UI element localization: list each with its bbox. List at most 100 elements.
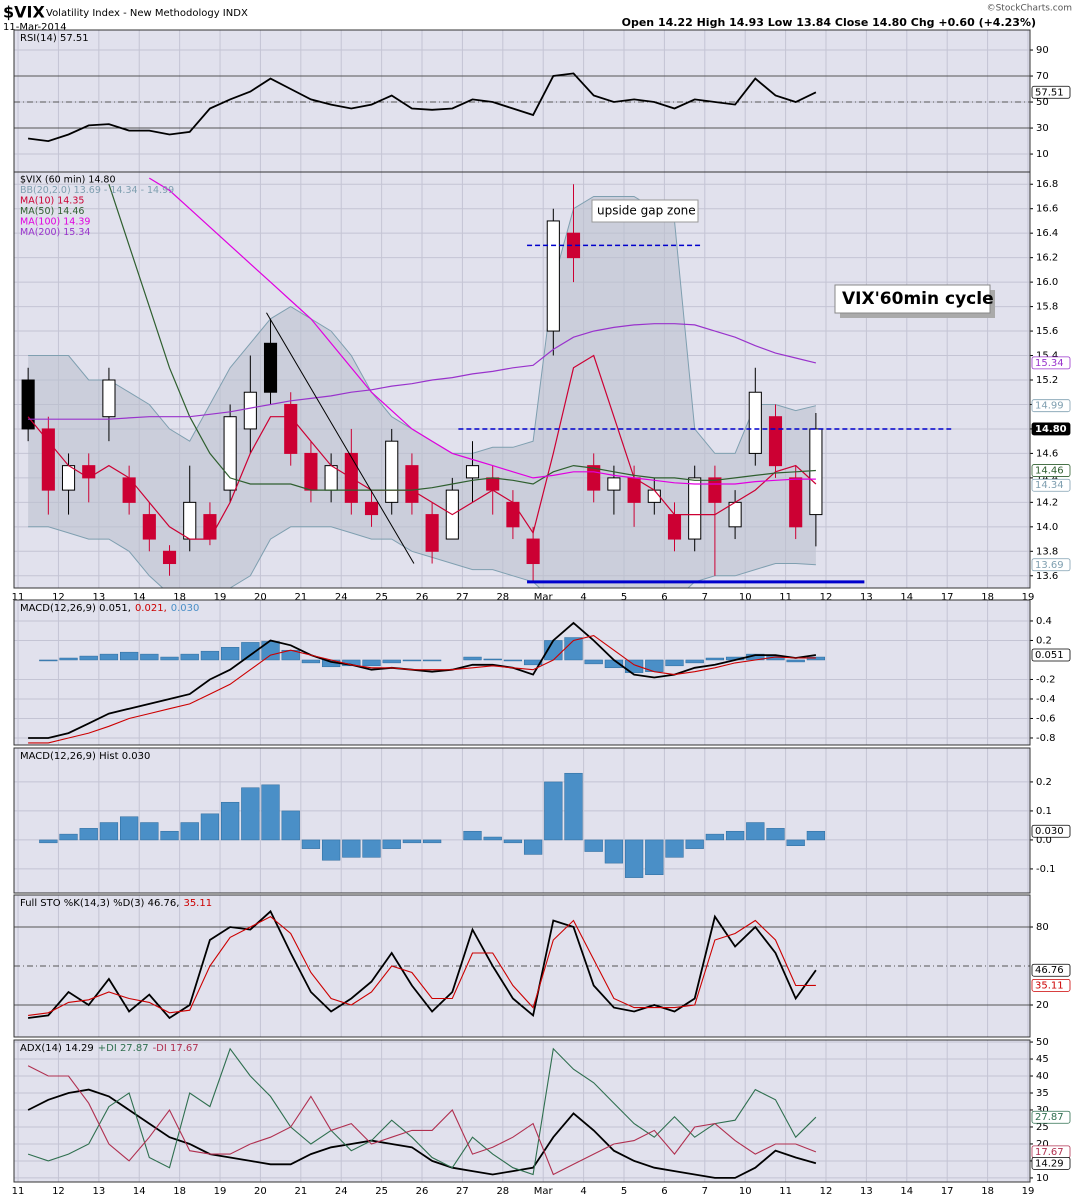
x-tick-label: 19 xyxy=(214,592,227,603)
value-label-box xyxy=(1031,978,1071,992)
series-line xyxy=(27,1047,817,1176)
candle-body xyxy=(61,465,76,491)
legend-entry: 35.11 xyxy=(183,898,212,909)
panel-background xyxy=(14,30,1030,172)
value-label: 35.11 xyxy=(1035,980,1064,991)
legend: MACD(12,26,9) Hist 0.030 xyxy=(20,751,150,762)
y-tick-label: 14.0 xyxy=(1036,522,1058,533)
x-tick-label: 13 xyxy=(92,592,105,603)
candle-body xyxy=(506,501,520,528)
histogram-bar xyxy=(806,830,826,841)
plot-area xyxy=(14,895,1030,1037)
value-label: 0.030 xyxy=(1035,826,1064,837)
value-label-box xyxy=(1031,648,1071,662)
panel-border xyxy=(13,171,1031,589)
x-tick-label: 18 xyxy=(173,592,186,603)
value-label-box xyxy=(1031,824,1071,838)
x-tick-label: Mar xyxy=(534,1186,554,1197)
x-tick-label: 17 xyxy=(941,1186,954,1197)
y-tick-label: 50 xyxy=(1036,97,1049,108)
y-tick-label: 15.2 xyxy=(1036,375,1058,386)
histogram-bar xyxy=(665,839,684,858)
x-tick-label: 11 xyxy=(779,592,792,603)
value-label-box xyxy=(1031,478,1071,492)
x-tick-label: 20 xyxy=(254,592,267,603)
symbol: $VIX xyxy=(3,3,45,22)
x-tick-label: 19 xyxy=(1022,1186,1035,1197)
y-tick-label: 14.6 xyxy=(1036,448,1058,459)
y-tick-label: 10 xyxy=(1036,149,1049,160)
histogram-bar xyxy=(79,655,98,661)
histogram-bar xyxy=(241,787,260,841)
value-label: 17.67 xyxy=(1035,1147,1064,1158)
value-label-box xyxy=(1031,356,1071,370)
x-tick-label: 25 xyxy=(375,592,388,603)
series-line xyxy=(27,909,817,1020)
y-tick-label: 13.8 xyxy=(1036,546,1058,557)
histogram-bar xyxy=(119,816,139,841)
legend: ADX(14) 14.29 +DI 27.87 -DI 17.67 xyxy=(20,1043,199,1054)
x-tick-label: 28 xyxy=(496,592,509,603)
histogram-bar xyxy=(180,653,199,661)
candle-body xyxy=(688,477,702,540)
panel-border xyxy=(13,894,1031,1038)
x-tick-label: 13 xyxy=(860,1186,873,1197)
x-tick-label: 21 xyxy=(294,592,307,603)
x-tick-label: Mar xyxy=(534,592,554,603)
y-tick-label: -0.8 xyxy=(1036,733,1056,744)
x-tick-label: 17 xyxy=(941,592,954,603)
series-line xyxy=(27,354,817,540)
value-label-box xyxy=(1031,963,1071,977)
candle-body xyxy=(102,379,116,418)
plot-area xyxy=(14,172,1030,588)
value-label: 14.99 xyxy=(1035,401,1064,412)
histogram-bar xyxy=(160,656,179,661)
annotation: upside gap zone xyxy=(597,204,696,218)
y-tick-label: 0.4 xyxy=(1036,616,1052,627)
histogram-bar xyxy=(463,830,482,841)
legend-entry: 0.021, xyxy=(135,603,167,614)
y-tick-label: 16.4 xyxy=(1036,228,1058,239)
x-tick-label: 4 xyxy=(580,592,586,603)
y-tick-label: 50 xyxy=(1036,1037,1049,1048)
value-label-box xyxy=(1031,464,1071,477)
series-line xyxy=(28,323,817,420)
histogram-bar xyxy=(200,650,220,661)
legend-entry: 0.030 xyxy=(171,603,200,614)
x-tick-label: 12 xyxy=(820,592,833,603)
value-label: 14.46 xyxy=(1035,466,1064,477)
y-tick-label: 10 xyxy=(1036,1173,1049,1184)
histogram-bar xyxy=(362,839,381,858)
candle-body xyxy=(284,403,298,454)
y-tick-label: 70 xyxy=(1036,71,1049,82)
x-tick-label: 24 xyxy=(335,1186,348,1197)
x-tick-label: 28 xyxy=(496,1186,509,1197)
legend-entry: $VIX (60 min) 14.80 xyxy=(20,175,116,186)
y-tick-label: 13.6 xyxy=(1036,571,1058,582)
candle-body xyxy=(82,465,96,479)
histogram-bar xyxy=(483,658,502,661)
x-tick-label: 5 xyxy=(621,1186,627,1197)
candle-body xyxy=(667,514,682,540)
y-tick-label: -0.2 xyxy=(1036,674,1056,685)
chart-date: 11-Mar-2014 xyxy=(3,22,67,33)
quote: Open 14.22 High 14.93 Low 13.84 Close 14… xyxy=(622,16,1036,29)
y-tick-label: 16.6 xyxy=(1036,204,1058,215)
candle-body xyxy=(183,501,197,540)
histogram-bar xyxy=(584,839,603,852)
histogram-bar xyxy=(180,822,199,841)
x-tick-label: 10 xyxy=(739,592,752,603)
x-tick-label: 14 xyxy=(900,1186,913,1197)
y-tick-label: 40 xyxy=(1036,1071,1049,1082)
annotation: VIX'60min cycle xyxy=(842,289,994,309)
y-tick-label: 14.4 xyxy=(1036,473,1058,484)
y-tick-label: 16.0 xyxy=(1036,277,1058,288)
symbol-name: Volatility Index - New Methodology INDX xyxy=(46,8,248,19)
y-tick-label: 15.6 xyxy=(1036,326,1058,337)
histogram-bar xyxy=(59,833,78,841)
histogram-bar xyxy=(685,659,704,664)
histogram-bar xyxy=(564,772,583,841)
x-tick-label: 14 xyxy=(133,1186,146,1197)
histogram-bar xyxy=(705,657,725,661)
histogram-bar xyxy=(604,839,624,864)
